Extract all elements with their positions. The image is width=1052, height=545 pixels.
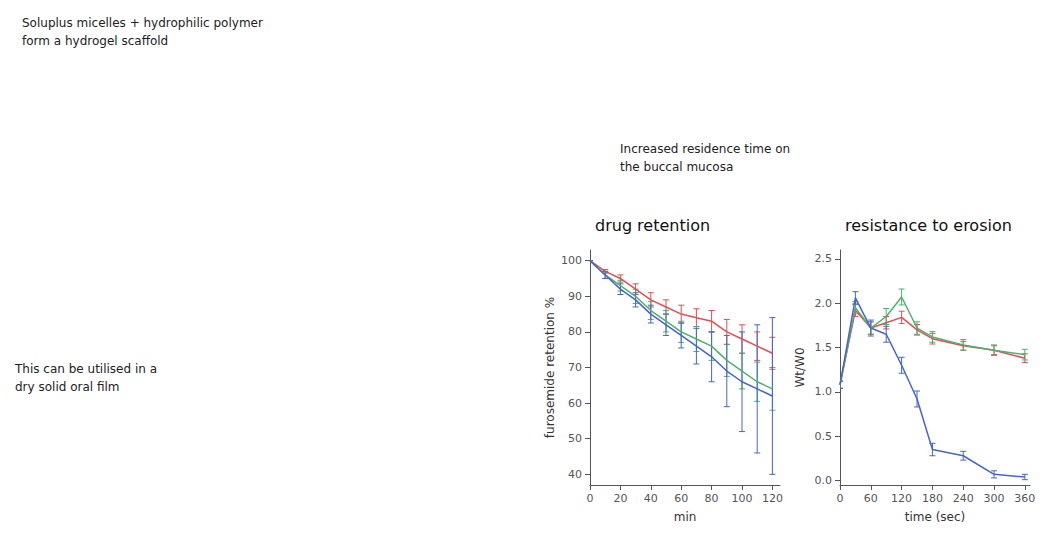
svg-text:Wt/W0: Wt/W0 <box>793 347 807 387</box>
svg-text:resistance to erosion: resistance to erosion <box>845 216 1012 235</box>
svg-text:form a hydrogel scaffold: form a hydrogel scaffold <box>22 34 168 48</box>
svg-text:40: 40 <box>568 468 582 481</box>
svg-text:100: 100 <box>732 492 753 505</box>
svg-text:0.5: 0.5 <box>815 430 833 443</box>
svg-text:This can be utilised in a: This can be utilised in a <box>14 362 157 376</box>
svg-text:2.5: 2.5 <box>815 252 833 265</box>
svg-text:0: 0 <box>587 492 594 505</box>
svg-text:90: 90 <box>568 290 582 303</box>
svg-text:180: 180 <box>922 492 943 505</box>
svg-text:0.0: 0.0 <box>815 474 833 487</box>
svg-text:80: 80 <box>705 492 719 505</box>
svg-text:40: 40 <box>644 492 658 505</box>
svg-text:1.0: 1.0 <box>815 385 833 398</box>
svg-text:360: 360 <box>1014 492 1035 505</box>
svg-text:50: 50 <box>568 432 582 445</box>
svg-text:240: 240 <box>953 492 974 505</box>
svg-text:drug retention: drug retention <box>595 216 710 235</box>
svg-text:1.5: 1.5 <box>815 341 833 354</box>
svg-text:300: 300 <box>984 492 1005 505</box>
svg-text:20: 20 <box>613 492 627 505</box>
svg-text:120: 120 <box>762 492 783 505</box>
svg-text:time (sec): time (sec) <box>905 510 966 524</box>
svg-text:70: 70 <box>568 361 582 374</box>
svg-text:60: 60 <box>674 492 688 505</box>
svg-text:dry solid oral film: dry solid oral film <box>15 380 120 394</box>
svg-text:60: 60 <box>864 492 878 505</box>
svg-text:2.0: 2.0 <box>815 297 833 310</box>
svg-text:Increased residence time on: Increased residence time on <box>620 142 790 156</box>
svg-text:Soluplus micelles + hydrophili: Soluplus micelles + hydrophilic polymer <box>22 16 263 30</box>
svg-text:min: min <box>674 510 697 524</box>
svg-text:80: 80 <box>568 325 582 338</box>
svg-text:100: 100 <box>561 254 582 267</box>
svg-text:0: 0 <box>837 492 844 505</box>
svg-text:the buccal mucosa: the buccal mucosa <box>620 160 733 174</box>
svg-text:furosemide retention %: furosemide retention % <box>543 297 557 438</box>
svg-text:120: 120 <box>891 492 912 505</box>
svg-text:60: 60 <box>568 397 582 410</box>
